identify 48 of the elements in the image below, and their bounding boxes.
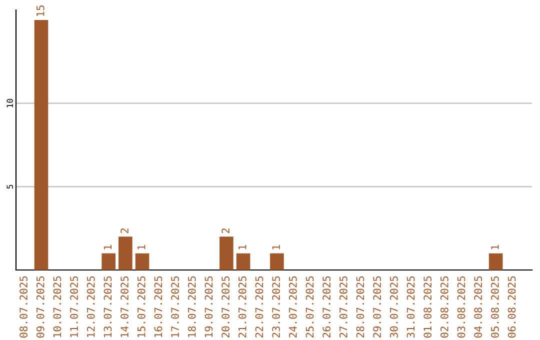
bar — [118, 236, 132, 270]
y-tick-label: 10 — [6, 98, 13, 108]
x-tick-label: 10.07.2025 — [53, 276, 62, 338]
x-tick-label: 02.08.2025 — [440, 276, 448, 338]
data-label: 1 — [272, 244, 280, 250]
data-label: 2 — [120, 228, 128, 234]
x-tick-label: 06.08.2025 — [508, 276, 516, 338]
data-label: 15 — [36, 6, 44, 16]
bar — [488, 253, 503, 270]
x-tick-label: 08.07.2025 — [20, 276, 28, 338]
x-tick-label: 30.07.2025 — [390, 276, 398, 338]
x-tick-label: 21.07.2025 — [238, 276, 246, 338]
x-tick-label: 03.08.2025 — [457, 276, 466, 338]
x-tick-label: 29.07.2025 — [373, 276, 382, 338]
x-tick-label: 26.07.2025 — [322, 276, 330, 338]
x-tick-label: 31.07.2025 — [406, 276, 415, 338]
x-tick-label: 20.07.2025 — [222, 276, 230, 338]
x-tick-label: 22.07.2025 — [255, 276, 264, 338]
data-label: 1 — [104, 244, 112, 250]
bar — [102, 253, 116, 270]
data-label: 1 — [238, 244, 246, 250]
x-tick-label: 11.07.2025 — [70, 276, 78, 338]
data-label: 1 — [491, 244, 499, 250]
x-tick-label: 27.07.2025 — [339, 276, 348, 338]
x-tick-label: 24.07.2025 — [288, 276, 297, 338]
x-tick-label: 23.07.2025 — [272, 276, 280, 338]
x-tick-label: 13.07.2025 — [104, 276, 112, 338]
x-tick-label: 01.08.2025 — [424, 276, 432, 338]
x-tick-label: 17.07.2025 — [171, 276, 179, 338]
x-tick-label: 15.07.2025 — [137, 276, 146, 338]
bar — [34, 20, 48, 270]
bar — [236, 253, 250, 270]
bar — [270, 253, 284, 270]
x-tick-label: 05.08.2025 — [490, 276, 499, 338]
x-tick-label: 25.07.2025 — [306, 276, 314, 338]
data-label: 1 — [138, 244, 146, 250]
x-tick-label: 14.07.2025 — [120, 276, 128, 338]
x-tick-label: 19.07.2025 — [204, 276, 213, 338]
bar — [135, 253, 150, 270]
bar — [220, 236, 234, 270]
x-tick-label: 09.07.2025 — [36, 276, 44, 338]
y-tick-label: 5 — [6, 184, 13, 189]
x-tick-label: 16.07.2025 — [154, 276, 162, 338]
x-tick-label: 28.07.2025 — [356, 276, 364, 338]
x-tick-label: 18.07.2025 — [188, 276, 196, 338]
x-tick-label: 04.08.2025 — [474, 276, 482, 338]
data-label: 2 — [222, 228, 230, 234]
x-tick-label: 12.07.2025 — [86, 276, 95, 338]
